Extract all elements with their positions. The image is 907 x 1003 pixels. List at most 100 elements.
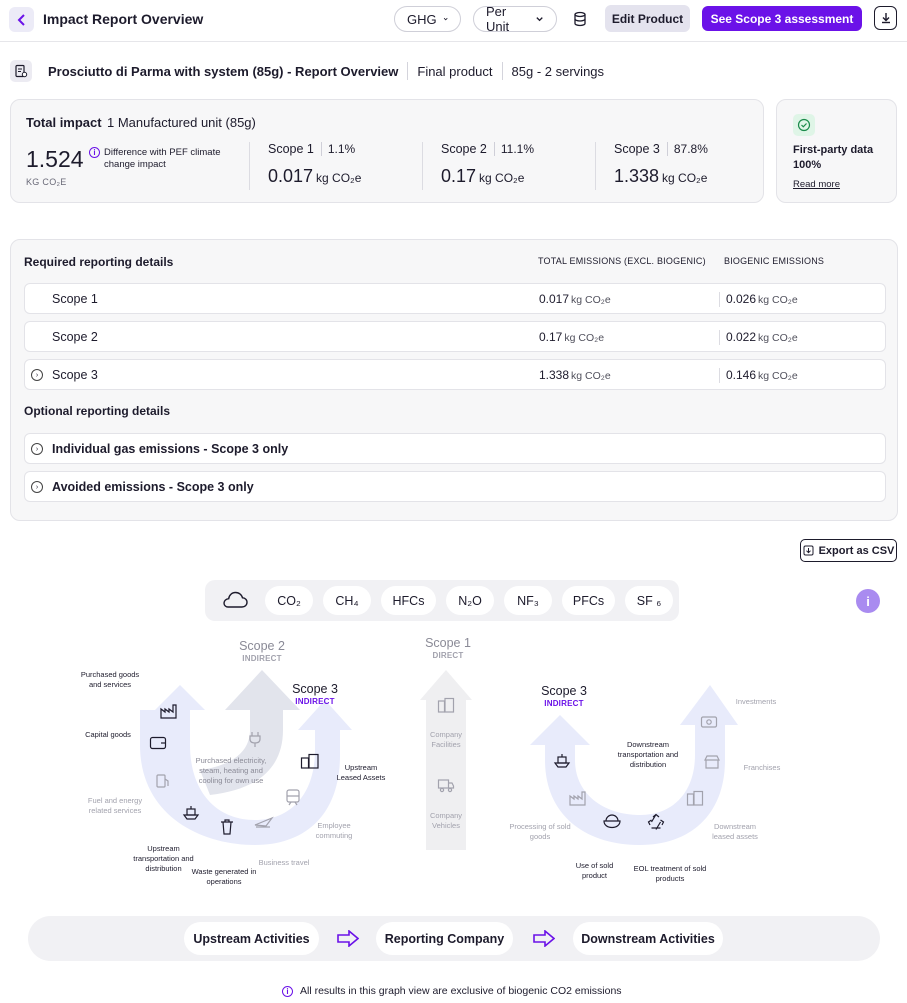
- unit-label: kg CO₂e: [564, 332, 605, 344]
- biogenic-emissions-value: 0.022: [726, 330, 757, 344]
- scope-unit: kg CO₂e: [662, 171, 708, 185]
- total-impact-unit-desc: 1 Manufactured unit (85g): [107, 115, 256, 130]
- business-travel-label: Business travel: [258, 858, 310, 867]
- avoided-emissions-row[interactable]: › Avoided emissions - Scope 3 only: [24, 471, 886, 502]
- gas-pill-ch4[interactable]: CH₄: [323, 586, 371, 615]
- total-emissions-cell: 0.17 kg CO₂e: [539, 330, 604, 344]
- scope2-arrow: [200, 670, 300, 795]
- activity-flow-bar: Upstream Activities Reporting Company Do…: [28, 916, 880, 961]
- total-emissions-cell: 0.017 kg CO₂e: [539, 292, 611, 306]
- scope-unit: kg CO₂e: [479, 171, 525, 185]
- product-type: Final product: [417, 63, 493, 79]
- recycle-icon: [647, 813, 665, 830]
- biogenic-emissions-cell: 0.146 kg CO₂e: [719, 368, 798, 383]
- downstream-leased-label: Downstream leased assets: [712, 822, 758, 841]
- back-button[interactable]: [9, 7, 34, 32]
- scope3-row[interactable]: › Scope 3 1.338 kg CO₂e 0.146 kg CO₂e: [24, 359, 886, 390]
- purchased-electricity-label: Purchased electricity, steam, heating an…: [195, 756, 267, 785]
- info-icon[interactable]: i: [856, 589, 880, 613]
- unit-label: kg CO₂e: [758, 332, 798, 344]
- gas-pill-sf6[interactable]: SF ₆: [625, 586, 673, 615]
- scope3-upstream-diagram-label: Scope 3 INDIRECT: [283, 682, 347, 706]
- use-sold-product-label: Use of sold product: [575, 861, 614, 880]
- gas-pill-pfcs[interactable]: PFCs: [562, 586, 615, 615]
- pef-difference-note[interactable]: i Difference with PEF climate change imp…: [89, 147, 229, 171]
- expand-chevron-icon[interactable]: ›: [31, 481, 43, 493]
- method-dropdown-value: GHG: [407, 11, 437, 27]
- wallet-icon: [149, 736, 167, 750]
- reporting-details-card: Required reporting details TOTAL EMISSIO…: [10, 239, 898, 521]
- scope2-diagram-label: Scope 2 INDIRECT: [230, 639, 294, 663]
- buildings-icon: [300, 753, 319, 769]
- scope2-row: Scope 2 0.17 kg CO₂e 0.022 kg CO₂e: [24, 321, 886, 352]
- unit-label: kg CO₂e: [758, 294, 798, 306]
- capital-goods-label: Capital goods: [85, 730, 131, 739]
- database-icon: [574, 11, 586, 27]
- downstream-activities-pill[interactable]: Downstream Activities: [573, 922, 723, 955]
- row-label: Scope 1: [52, 292, 98, 306]
- factory-icon: [160, 704, 177, 719]
- gas-pill-co2[interactable]: CO₂: [265, 586, 313, 615]
- chevron-left-icon: [17, 13, 25, 26]
- unit-dropdown[interactable]: Per Unit: [473, 4, 557, 34]
- edit-product-button[interactable]: Edit Product: [605, 5, 690, 32]
- scope-value: 1.338: [614, 166, 660, 186]
- row-label: Scope 3: [52, 368, 98, 382]
- scope1-summary: Scope 1 1.1% 0.017 kg CO₂e: [249, 142, 361, 190]
- total-emissions-value: 0.17: [539, 330, 563, 344]
- buildings-icon: [437, 697, 455, 713]
- scope3-assessment-button[interactable]: See Scope 3 assessment: [702, 6, 862, 31]
- scope-pct: 11.1%: [493, 142, 534, 156]
- money-icon: [700, 716, 718, 728]
- scope1-sub: DIRECT: [432, 651, 464, 660]
- food-bowl-icon: [603, 814, 621, 829]
- first-party-data-card: First-party data 100% Read more: [776, 99, 897, 203]
- fuel-pump-icon: [156, 774, 169, 788]
- scope-value: 0.017: [268, 166, 314, 186]
- ship-icon: [553, 754, 571, 768]
- downstream-transport-label: Downstream transportation and distributi…: [617, 740, 679, 769]
- export-icon: [803, 545, 814, 556]
- expand-chevron-icon[interactable]: ›: [31, 443, 43, 455]
- product-serving: 85g - 2 servings: [511, 63, 605, 79]
- database-button[interactable]: [568, 7, 592, 31]
- product-summary: Prosciutto di Parma with system (85g) - …: [10, 58, 604, 84]
- download-button[interactable]: [874, 6, 897, 30]
- biogenic-emissions-value: 0.146: [726, 368, 757, 382]
- expand-chevron-icon[interactable]: ›: [31, 369, 43, 381]
- total-emissions-value: 0.017: [539, 292, 570, 306]
- cloud-icon[interactable]: [221, 590, 249, 613]
- first-party-title: First-party data 100%: [793, 143, 873, 173]
- upstream-activities-pill[interactable]: Upstream Activities: [184, 922, 319, 955]
- gas-emissions-row[interactable]: › Individual gas emissions - Scope 3 onl…: [24, 433, 886, 464]
- scope2-sub: INDIRECT: [242, 654, 282, 663]
- scope1-diagram-label: Scope 1 DIRECT: [416, 636, 480, 660]
- scope-diagram: Scope 2 INDIRECT Scope 3 INDIRECT Scope …: [0, 630, 907, 900]
- reporting-company-pill[interactable]: Reporting Company: [376, 922, 513, 955]
- fuel-energy-label: Fuel and energy related services: [87, 796, 143, 815]
- export-csv-button[interactable]: Export as CSV: [800, 539, 897, 562]
- pef-note-text: Difference with PEF climate change impac…: [104, 147, 221, 170]
- scope-value: 0.17: [441, 166, 477, 186]
- optional-reporting-title: Optional reporting details: [24, 404, 171, 418]
- plane-icon: [254, 816, 274, 828]
- first-party-label: First-party data: [793, 144, 874, 156]
- gas-pill-nf3[interactable]: NF₃: [504, 586, 552, 615]
- method-dropdown[interactable]: GHG: [394, 6, 461, 32]
- info-icon: i: [282, 985, 293, 997]
- arrow-right-icon: [533, 930, 555, 947]
- row-label: Avoided emissions - Scope 3 only: [52, 480, 254, 494]
- gas-pill-n2o[interactable]: N₂O: [446, 586, 494, 615]
- divider: [407, 62, 409, 80]
- employee-commuting-label: Employee commuting: [315, 821, 353, 840]
- row-label: Individual gas emissions - Scope 3 only: [52, 442, 289, 456]
- export-label: Export as CSV: [818, 544, 895, 557]
- scope1-row: Scope 1 0.017 kg CO₂e 0.026 kg CO₂e: [24, 283, 886, 314]
- read-more-link[interactable]: Read more: [793, 179, 840, 190]
- scope3-downstream-diagram-label: Scope 3 INDIRECT: [532, 684, 596, 708]
- chevron-down-icon: [536, 17, 543, 22]
- purchased-goods-label: Purchased goods and services: [80, 670, 140, 689]
- ship-icon: [182, 806, 200, 820]
- total-emissions-value: 1.338: [539, 368, 570, 382]
- gas-pill-hfcs[interactable]: HFCs: [381, 586, 436, 615]
